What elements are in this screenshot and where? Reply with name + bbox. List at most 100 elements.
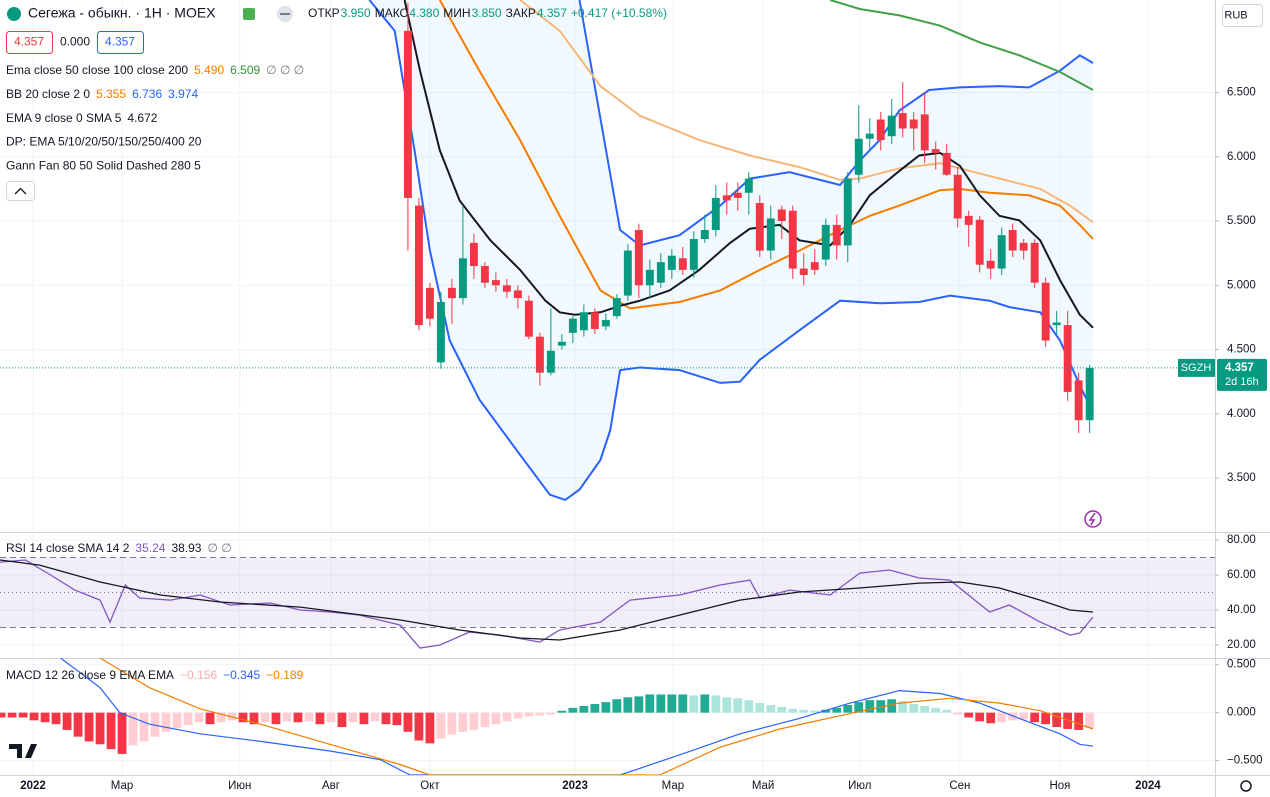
macd-bar xyxy=(392,712,402,726)
candle-body xyxy=(546,350,555,373)
macd-bar xyxy=(337,712,347,728)
price-tag-symbol-bg xyxy=(1178,358,1215,377)
y-tick-label: 3.500 xyxy=(1227,472,1256,484)
candle-body xyxy=(623,250,632,296)
macd-bar xyxy=(436,712,446,739)
candle-body xyxy=(766,218,775,251)
macd-bar xyxy=(304,712,314,722)
macd-bar xyxy=(986,712,996,724)
macd-bar xyxy=(139,712,149,742)
macd-bar xyxy=(832,707,842,713)
macd-bar xyxy=(678,694,688,713)
y-tick-label: 6.500 xyxy=(1227,87,1256,99)
legend-value: 5.490 xyxy=(194,63,224,77)
candle-body xyxy=(931,149,940,153)
macd-bar xyxy=(117,712,127,754)
collapse-button[interactable] xyxy=(6,181,35,201)
legend-value: 4.672 xyxy=(127,111,157,125)
macd-line xyxy=(99,658,1094,775)
y-tick-label: 6.000 xyxy=(1227,151,1256,163)
macd-bar xyxy=(733,698,743,713)
indicator-line xyxy=(829,0,1094,91)
market-status[interactable] xyxy=(243,8,255,20)
macd-bar xyxy=(645,694,655,713)
ohlc-label: ЗАКР xyxy=(506,6,536,20)
candle-body xyxy=(1030,242,1039,283)
x-tick-label: Мар xyxy=(662,780,685,792)
candle-body xyxy=(590,312,599,329)
candle-body xyxy=(491,280,500,286)
legend-label: Gann Fan 80 50 Solid Dashed 280 5 xyxy=(6,158,201,172)
candle-body xyxy=(810,262,819,270)
candle-body xyxy=(832,224,841,246)
macd-bar xyxy=(557,710,567,713)
candle-body xyxy=(524,300,533,337)
sell-box[interactable] xyxy=(6,31,53,54)
x-tick-label: Авг xyxy=(322,780,340,792)
macd-bar xyxy=(524,712,534,717)
tv-logo[interactable] xyxy=(9,744,37,758)
macd-bar xyxy=(40,712,50,723)
macd-bar xyxy=(942,709,952,713)
price-tag-countdown: 2d 16h xyxy=(1225,376,1259,388)
currency: RUB xyxy=(1224,9,1247,21)
legend-value: ∅ ∅ ∅ xyxy=(266,63,304,77)
candle-body xyxy=(469,242,478,266)
buy-price: 4.357 xyxy=(105,35,135,49)
macd-bar xyxy=(502,712,512,722)
buy-box[interactable] xyxy=(97,31,144,54)
macd-bar xyxy=(425,712,435,744)
x-tick-label: 2022 xyxy=(20,780,46,792)
macd-bar xyxy=(1008,712,1018,721)
candle-body xyxy=(414,205,423,326)
macd-bar xyxy=(194,712,204,723)
ohlc-label: МИН xyxy=(443,6,470,20)
candle-body xyxy=(854,138,863,175)
events-icon[interactable] xyxy=(1084,510,1102,528)
macd-bar xyxy=(546,712,556,715)
macd-bar xyxy=(73,712,83,737)
y-tick-label: 0.000 xyxy=(1227,707,1256,719)
candle-body xyxy=(997,235,1006,269)
ohlc-value: 4.380 xyxy=(409,6,439,20)
candle-body xyxy=(447,287,456,299)
candle-body xyxy=(1052,322,1061,326)
legend-value: ∅ ∅ xyxy=(207,541,231,555)
macd-bar xyxy=(469,712,479,730)
macd-bar xyxy=(205,712,215,725)
legend-label: MACD 12 26 close 9 EMA EMA xyxy=(6,668,174,682)
macd-bar xyxy=(1063,712,1073,729)
y-tick-label: 20.00 xyxy=(1227,639,1256,651)
currency-box[interactable] xyxy=(1222,4,1263,27)
macd-bar xyxy=(18,712,28,718)
x-tick-label: 2024 xyxy=(1135,780,1161,792)
macd-bar xyxy=(447,712,457,735)
pane-1 xyxy=(0,557,1215,649)
macd-bar xyxy=(1019,712,1029,720)
macd-bar xyxy=(623,697,633,713)
legend-label: RSI 14 close SMA 14 2 xyxy=(6,541,130,555)
macd-bar xyxy=(865,700,875,713)
macd-bar xyxy=(788,708,798,713)
macd-bar xyxy=(183,712,193,726)
x-tick-label: Ноя xyxy=(1049,780,1070,792)
y-tick-label: 4.000 xyxy=(1227,408,1256,420)
macd-bar xyxy=(810,710,820,713)
candle-body xyxy=(1063,325,1072,392)
macd-bar xyxy=(898,701,908,713)
price-change: +0.417 (+10.58%) xyxy=(571,6,667,20)
macd-bar xyxy=(271,712,281,725)
macd-bar xyxy=(777,706,787,713)
candle-body xyxy=(436,301,445,363)
candle-body xyxy=(403,30,412,198)
ohlc-label: ОТКР xyxy=(308,6,340,20)
macd-bar xyxy=(51,712,61,725)
macd-bar xyxy=(106,712,116,750)
y-tick-label: 40.00 xyxy=(1227,604,1256,616)
settings-icon[interactable] xyxy=(1240,780,1252,792)
candle-body xyxy=(744,178,753,193)
candle-body xyxy=(645,269,654,286)
candle-body xyxy=(964,215,973,225)
spread: 0.000 xyxy=(60,35,90,49)
